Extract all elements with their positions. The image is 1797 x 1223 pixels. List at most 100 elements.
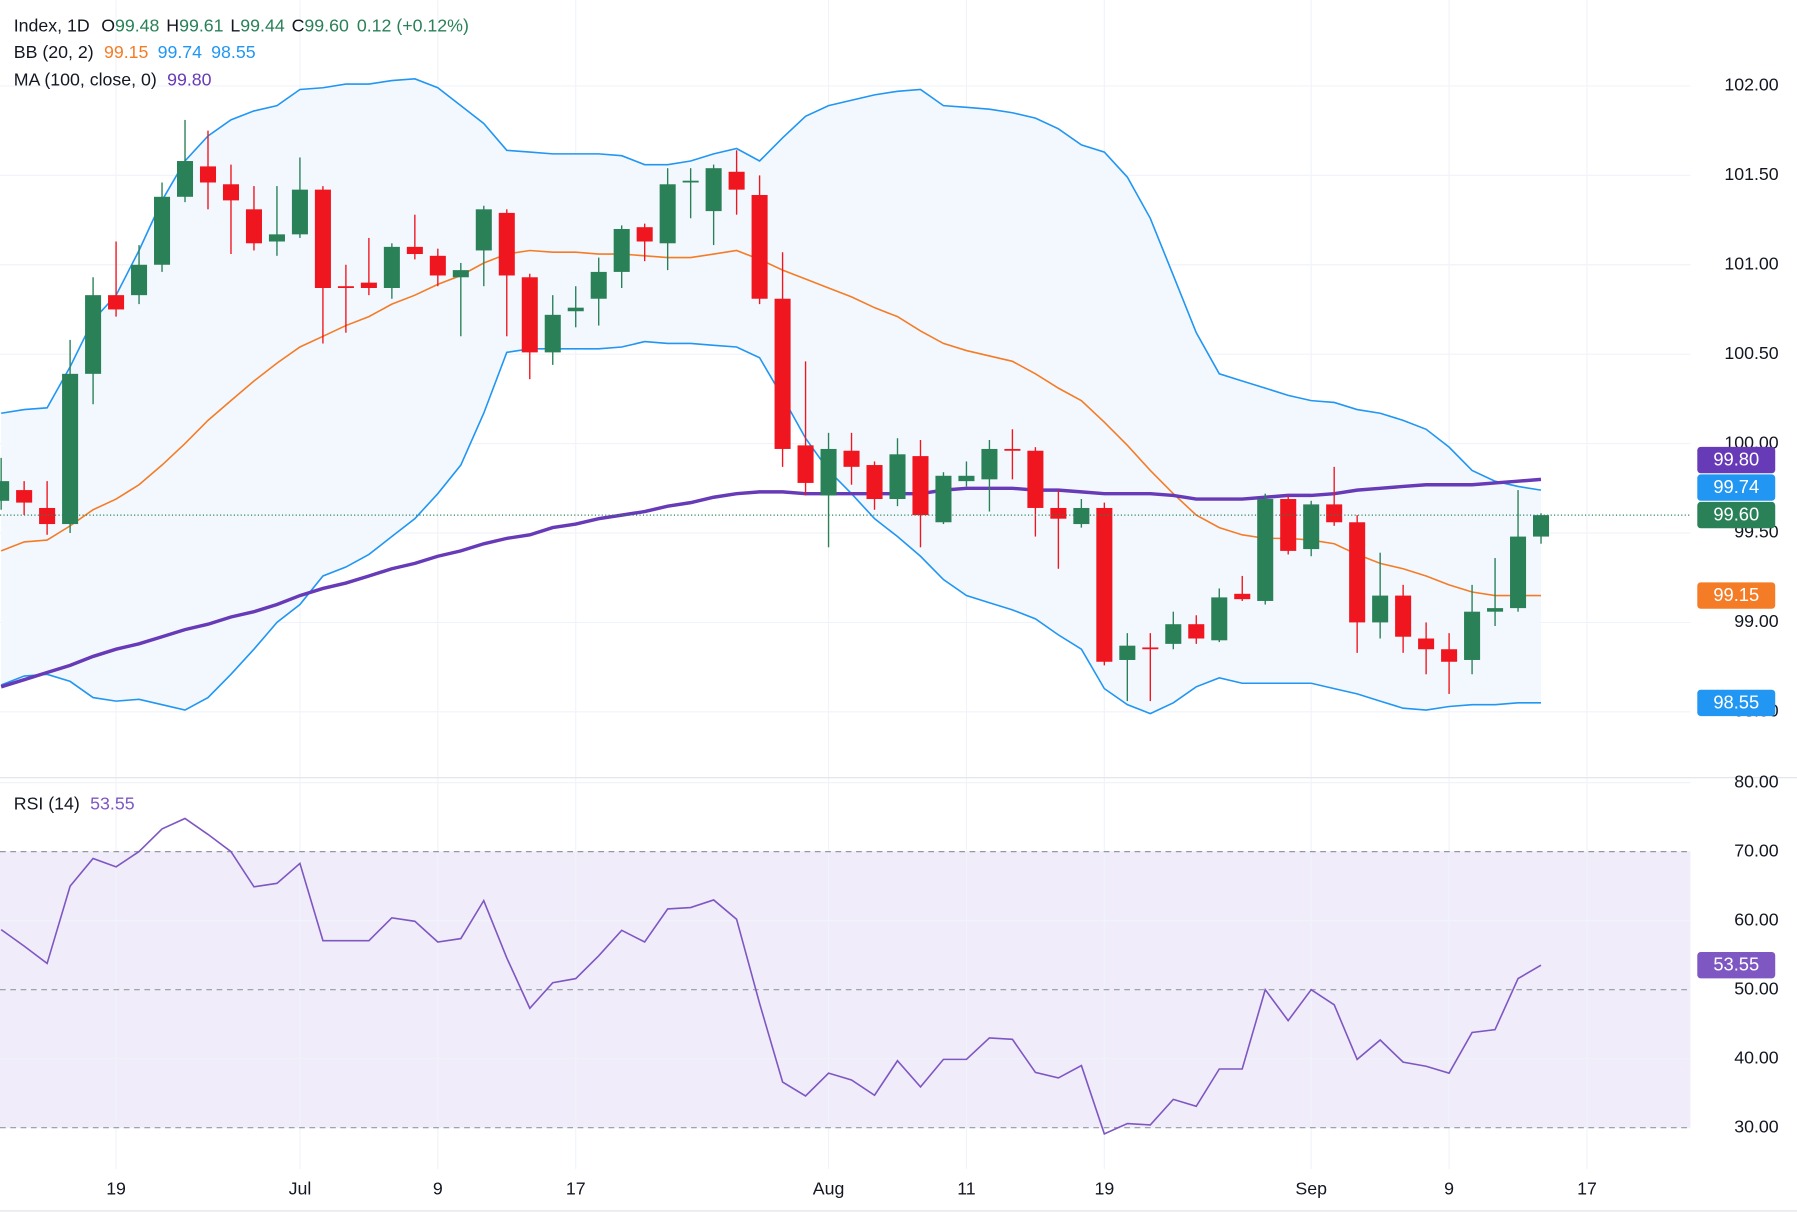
rsi-line: [0, 817, 1542, 1135]
candle-body: [659, 184, 676, 244]
candle-body: [360, 282, 377, 289]
x-tick-label: 9: [433, 1178, 443, 1198]
candle-body: [1027, 450, 1044, 508]
y-tick-label: 99.00: [1734, 611, 1779, 631]
candle-body: [544, 314, 561, 353]
candle-body: [291, 189, 308, 235]
candle-body: [1234, 593, 1251, 600]
ohlc-value: 99.44: [240, 15, 285, 35]
x-tick-label: 9: [1444, 1178, 1454, 1198]
indicator-name: MA (100, close, 0): [14, 69, 157, 89]
plot: [0, 0, 1691, 1170]
x-tick-label: 11: [957, 1178, 975, 1198]
candle-body: [85, 295, 102, 374]
candle-body: [889, 454, 906, 500]
y-tick-label: 100.50: [1724, 343, 1778, 363]
candle-body: [958, 475, 975, 482]
indicator-value: 99.15: [104, 41, 149, 61]
candle-body: [337, 286, 354, 289]
candle-body: [1096, 507, 1113, 662]
y-tick-label: 70.00: [1734, 840, 1779, 860]
candle-body: [62, 373, 79, 525]
candle-body: [1142, 647, 1159, 650]
price-badge: [1697, 501, 1776, 529]
indicator-value: 99.74: [158, 41, 203, 61]
ohlc-value: 99.61: [179, 15, 223, 35]
candle-body: [222, 184, 240, 201]
ohlc-key: O: [101, 15, 115, 35]
candle-body: [39, 507, 56, 525]
candle-body: [154, 196, 171, 265]
candle-body: [1165, 624, 1182, 644]
y-tick-label: 30.00: [1734, 1116, 1779, 1136]
ohlc-value: 99.60: [304, 15, 349, 35]
y-tick-label: 101.00: [1724, 253, 1778, 273]
price-badge: [1697, 474, 1776, 501]
price-badge-label: 99.80: [1713, 449, 1759, 470]
y-tick-label: 60.00: [1734, 909, 1779, 929]
bb-fill: [1, 78, 1541, 714]
y-tick-label: 40.00: [1734, 1047, 1779, 1067]
change: 0.12 (+0.12%): [357, 15, 469, 35]
candle-body: [774, 298, 791, 449]
candle-body: [131, 264, 148, 296]
candle-body: [1418, 638, 1435, 650]
candle-body: [567, 307, 584, 312]
legend-rsi: RSI (14) 53.55: [14, 793, 135, 813]
candle-body: [475, 209, 492, 251]
indicator-value: 99.80: [167, 69, 212, 89]
price-badge-label: 98.55: [1713, 691, 1759, 712]
candle-body: [613, 228, 630, 272]
candle-body: [935, 475, 952, 523]
candle-body: [1050, 507, 1067, 519]
indicator-line: [1, 78, 1542, 491]
candle-body: [751, 195, 768, 299]
x-tick-label: Jul: [289, 1178, 312, 1198]
candle-body: [0, 481, 10, 501]
legend-symbol: Index, 1D O99.48 H99.61 L99.44 C99.60 0.12 (+…: [14, 15, 469, 35]
ohlc-key: H: [166, 15, 179, 35]
y-tick-label: 102.00: [1724, 75, 1778, 95]
x-tick-label: 19: [1094, 1178, 1114, 1198]
price-badge-label: 53.55: [1713, 954, 1759, 975]
candle-body: [981, 448, 998, 480]
candle-body: [1487, 608, 1504, 612]
candle-body: [797, 445, 814, 483]
candle-body: [1464, 611, 1481, 660]
candle-body: [1395, 595, 1412, 637]
candle-body: [1188, 624, 1205, 639]
x-tick-label: 17: [566, 1178, 586, 1198]
indicator-value: 98.55: [211, 41, 256, 61]
axes: 98.5099.0099.50100.00100.50101.00101.501…: [106, 75, 1779, 1199]
candle-body: [1303, 504, 1320, 550]
price-badge: [1697, 951, 1776, 979]
candle-body: [429, 255, 446, 276]
candle-body: [912, 456, 929, 516]
indicator-line: [0, 340, 1541, 715]
candle-body: [1349, 522, 1366, 623]
candle-body: [108, 295, 125, 310]
candle-body: [406, 246, 423, 255]
candle-body: [16, 490, 33, 503]
candle-body: [268, 234, 285, 242]
legend-ma: MA (100, close, 0) 99.80: [14, 69, 212, 89]
x-tick-label: Aug: [813, 1178, 845, 1198]
candle-body: [1510, 536, 1527, 609]
legend-bb: BB (20, 2) 99.15 99.74 98.55: [14, 41, 256, 61]
candle-body: [1119, 645, 1136, 660]
indicator-name: BB (20, 2): [14, 41, 94, 61]
candle-body: [590, 271, 607, 299]
x-tick-label: 19: [106, 1178, 126, 1198]
candle-body: [1257, 499, 1274, 601]
price-badge-label: 99.15: [1713, 584, 1759, 605]
candle-body: [245, 209, 262, 244]
candle-body: [498, 212, 515, 276]
candle-body: [705, 168, 722, 212]
candle-body: [314, 189, 331, 289]
candle-body: [521, 277, 538, 353]
indicator-line: [0, 477, 1542, 689]
x-tick-label: Sep: [1295, 1178, 1327, 1198]
x-tick-label: 17: [1577, 1178, 1597, 1198]
price-badge-label: 99.60: [1713, 504, 1759, 525]
